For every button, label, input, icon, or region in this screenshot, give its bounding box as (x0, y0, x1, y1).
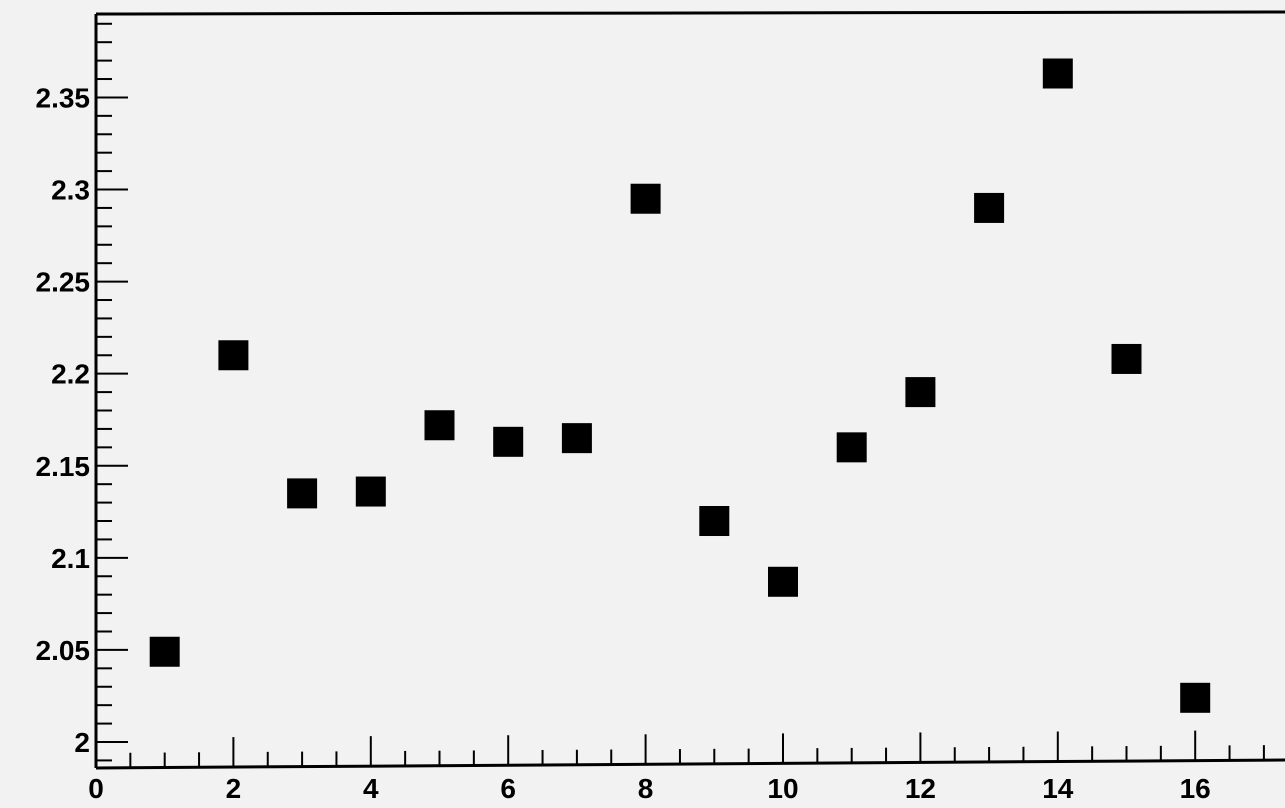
data-point (1180, 682, 1211, 713)
data-point (218, 340, 249, 371)
x-axis-line (95, 758, 1285, 770)
x-tick-label: 2 (226, 773, 242, 804)
x-tick-label: 12 (905, 773, 936, 804)
data-point (974, 192, 1005, 223)
x-tick-label: 0 (88, 773, 104, 804)
data-point (768, 566, 798, 597)
x-tick-label: 8 (638, 773, 654, 804)
y-tick-label: 2 (74, 727, 90, 758)
data-point (424, 410, 455, 441)
data-point (836, 432, 867, 463)
y-tick-label: 2.3 (51, 175, 90, 206)
axes (94, 10, 1285, 770)
y-tick-label: 2.05 (36, 635, 91, 666)
y-tick-label: 2.1 (51, 543, 90, 574)
data-point (149, 636, 180, 667)
data-point (630, 183, 661, 214)
data-point (287, 478, 318, 509)
x-tick-label: 10 (767, 773, 798, 804)
y-tick-label: 2.2 (51, 359, 90, 390)
plot-frame-top (95, 10, 1285, 16)
data-point (1111, 343, 1142, 374)
data-point (699, 506, 730, 537)
x-axis-tick-labels: 0 2 4 6 8 10 12 14 16 (88, 773, 1211, 804)
data-points (149, 58, 1211, 713)
x-tick-label: 4 (363, 773, 379, 804)
y-axis-tick-labels: 2 2.05 2.1 2.15 2.2 2.25 2.3 2.35 (36, 82, 91, 758)
data-point (561, 423, 592, 454)
data-point (493, 426, 524, 457)
data-point (905, 377, 936, 408)
data-point (1042, 58, 1073, 89)
y-tick-label: 2.25 (36, 267, 91, 298)
x-tick-label: 14 (1042, 773, 1074, 804)
y-tick-label: 2.15 (36, 451, 91, 482)
x-tick-label: 6 (500, 773, 516, 804)
x-tick-label: 16 (1180, 773, 1211, 804)
data-point (355, 476, 386, 507)
y-tick-label: 2.35 (36, 82, 91, 113)
